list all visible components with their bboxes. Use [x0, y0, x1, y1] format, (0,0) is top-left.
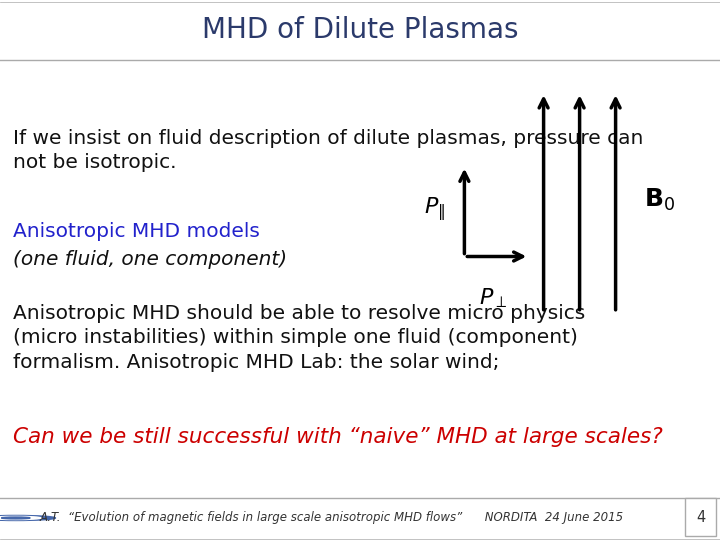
Circle shape [0, 516, 41, 519]
Text: $\mathbf{B}_0$: $\mathbf{B}_0$ [644, 187, 675, 213]
Circle shape [1, 517, 30, 519]
Text: Anisotropic MHD models: Anisotropic MHD models [13, 222, 260, 241]
Text: Anisotropic MHD should be able to resolve micro physics
(micro instabilities) wi: Anisotropic MHD should be able to resolv… [13, 304, 585, 372]
FancyBboxPatch shape [685, 498, 716, 536]
Circle shape [0, 516, 55, 521]
Text: $P_{\|}$: $P_{\|}$ [424, 195, 445, 222]
Text: Can we be still successful with “naive” MHD at large scales?: Can we be still successful with “naive” … [13, 427, 662, 447]
Text: (one fluid, one component): (one fluid, one component) [13, 250, 287, 269]
Text: If we insist on fluid description of dilute plasmas, pressure can
not be isotrop: If we insist on fluid description of dil… [13, 129, 644, 172]
Text: A.T.  “Evolution of magnetic fields in large scale anisotropic MHD flows”      N: A.T. “Evolution of magnetic fields in la… [40, 511, 624, 524]
Text: 4: 4 [696, 510, 705, 525]
Text: $P_{\perp}$: $P_{\perp}$ [479, 287, 508, 310]
Text: MHD of Dilute Plasmas: MHD of Dilute Plasmas [202, 16, 518, 44]
